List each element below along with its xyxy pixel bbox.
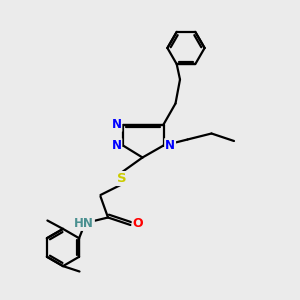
Text: N: N [165,139,175,152]
Text: N: N [111,139,122,152]
Text: HN: HN [74,217,94,230]
Text: N: N [111,118,122,131]
Text: S: S [117,172,126,185]
Text: O: O [133,217,143,230]
